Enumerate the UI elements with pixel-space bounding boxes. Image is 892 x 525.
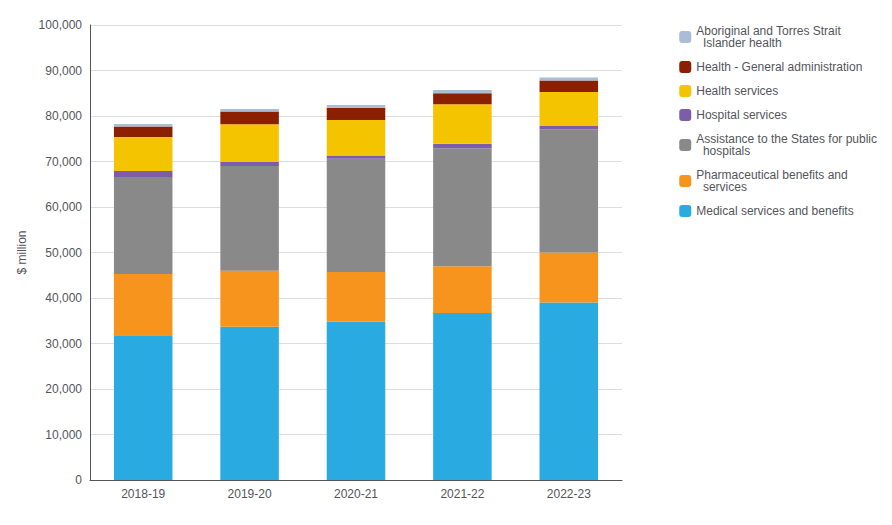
svg-text:2018-19: 2018-19: [121, 487, 165, 501]
svg-text:50,000: 50,000: [45, 246, 82, 260]
svg-text:Health - General administratio: Health - General administration: [696, 60, 862, 74]
svg-text:Medical services and benefits: Medical services and benefits: [696, 204, 853, 218]
svg-text:70,000: 70,000: [45, 155, 82, 169]
svg-text:2022-23: 2022-23: [547, 487, 591, 501]
svg-text:$ million: $ million: [15, 230, 29, 274]
svg-text:Assistance to the States for p: Assistance to the States for public: [696, 132, 877, 146]
svg-text:Hospital services: Hospital services: [696, 108, 787, 122]
svg-text:2019-20: 2019-20: [228, 487, 272, 501]
svg-text:90,000: 90,000: [45, 64, 82, 78]
svg-text:40,000: 40,000: [45, 291, 82, 305]
svg-text:100,000: 100,000: [39, 18, 83, 32]
svg-text:20,000: 20,000: [45, 382, 82, 396]
svg-text:Health services: Health services: [696, 84, 778, 98]
svg-text:10,000: 10,000: [45, 428, 82, 442]
svg-text:0: 0: [75, 473, 82, 487]
svg-text:2020-21: 2020-21: [334, 487, 378, 501]
svg-text:60,000: 60,000: [45, 200, 82, 214]
svg-text:Islander health: Islander health: [696, 36, 781, 50]
svg-text:hospitals: hospitals: [696, 144, 750, 158]
svg-text:Aboriginal and Torres Strait: Aboriginal and Torres Strait: [696, 24, 841, 38]
svg-text:30,000: 30,000: [45, 337, 82, 351]
svg-text:services: services: [696, 180, 747, 194]
svg-text:Pharmaceutical benefits and: Pharmaceutical benefits and: [696, 168, 848, 182]
svg-text:2021-22: 2021-22: [440, 487, 484, 501]
svg-text:80,000: 80,000: [45, 109, 82, 123]
